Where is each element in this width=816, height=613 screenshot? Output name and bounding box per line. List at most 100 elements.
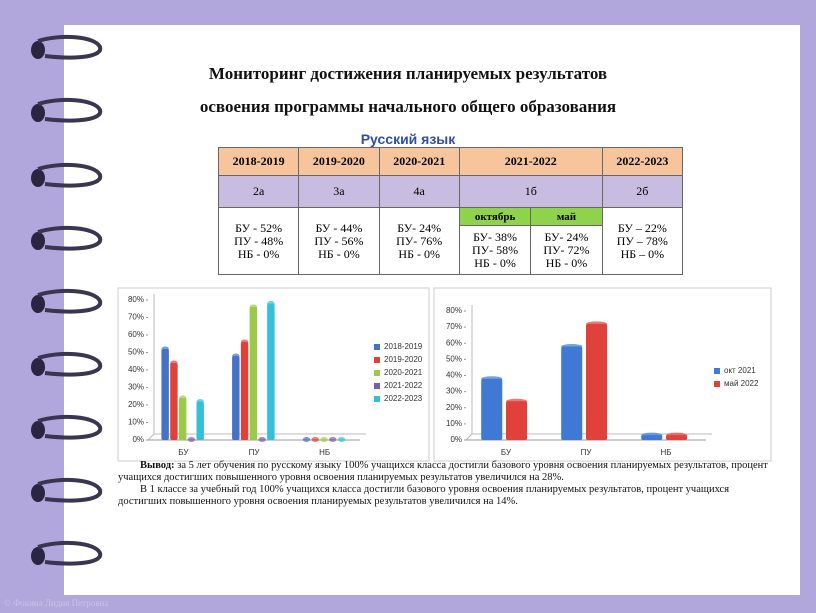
y-tick-label: 10% (128, 418, 144, 427)
bar (561, 343, 583, 440)
conclusion: Вывод: за 5 лет обучения по русскому язы… (118, 460, 780, 508)
ring-hole (31, 358, 45, 376)
bar (337, 437, 346, 442)
ring (37, 97, 103, 123)
class-cell: 4а (378, 175, 460, 208)
result-line: НБ - 0% (398, 246, 440, 261)
result-cell: БУ - 44% ПУ - 56% НБ - 0% (298, 207, 380, 275)
result-cell: БУ- 24% ПУ- 72% НБ - 0% (530, 225, 603, 275)
bar-top (178, 395, 187, 401)
bar-top (666, 432, 688, 438)
bar-top (170, 360, 178, 366)
ring-hole (31, 232, 45, 250)
legend-label: 2020-2021 (384, 368, 423, 377)
result-line: ПУ - 56% (314, 233, 364, 248)
results-table: 2018-2019 2019-2020 2020-2021 2021-2022 2022… (217, 147, 684, 275)
y-tick-label: 50% (446, 354, 462, 363)
ring (37, 478, 103, 503)
axis-wall (147, 294, 366, 441)
header-cell: 2018-2019 (217, 147, 300, 176)
ring (37, 163, 103, 188)
result-line: БУ- 24% (544, 229, 589, 244)
y-tick-label: 60% (128, 330, 144, 339)
spiral-rings (31, 35, 103, 566)
header-cell: 2020-2021 (378, 147, 460, 176)
bar-body (178, 398, 187, 440)
result-line: НБ - 0% (237, 246, 280, 261)
bar-top (481, 376, 503, 382)
class-cell: 1б (458, 175, 603, 208)
bar-top (267, 301, 275, 306)
result-line: ПУ- 58% (471, 242, 519, 257)
class-cell: 2б (601, 175, 684, 208)
ring (37, 541, 103, 566)
ring (37, 289, 103, 314)
bar-top (311, 437, 319, 442)
bar-top (240, 339, 249, 345)
class-cell: 3а (298, 175, 380, 208)
x-tick-label: НБ (319, 448, 330, 457)
legend-label: 2018-2019 (384, 342, 423, 351)
legend-swatch (374, 383, 380, 389)
footer: © Фокина Лидия Петровна (4, 598, 109, 608)
y-tick-label: 40% (128, 365, 144, 374)
x-tick-label: БУ (178, 448, 189, 457)
bar-top (302, 437, 311, 442)
title-line: освоения программы начального общего обр… (199, 97, 617, 116)
bar-top (232, 353, 240, 359)
result-line: ПУ – 78% (616, 233, 668, 248)
y-tick-label: 30% (128, 383, 144, 392)
y-tick-label: 70% (446, 322, 462, 331)
bar-body (196, 401, 204, 440)
legend-label: май 2022 (724, 379, 759, 388)
legend-swatch (374, 357, 380, 363)
result-line: БУ- 24% (397, 220, 442, 235)
x-tick-label: БУ (501, 448, 512, 457)
ring-hole (31, 169, 45, 187)
bar (161, 346, 169, 440)
legend-swatch (374, 344, 380, 350)
bar-top (337, 437, 346, 442)
bar-top (249, 304, 258, 310)
result-line: НБ – 0% (620, 246, 665, 261)
bar (258, 437, 266, 442)
ring-hole (31, 484, 45, 502)
legend-label: 2019-2020 (384, 355, 423, 364)
legend-label: 2021-2022 (384, 381, 423, 390)
bar-top (641, 432, 663, 438)
y-tick-label: 70% (128, 313, 144, 322)
bar (196, 399, 204, 440)
sub-cell: май (530, 207, 603, 226)
bar (267, 301, 275, 440)
bar-body (240, 342, 249, 440)
header-cell: 2019-2020 (298, 147, 380, 176)
subject: Русский язык (360, 131, 456, 147)
bar (586, 321, 608, 440)
result-line: ПУ - 48% (234, 233, 284, 248)
ring (37, 225, 103, 251)
bar-body (506, 401, 528, 440)
y-tick-label: 80% (446, 306, 462, 315)
result-line: ПУ- 72% (543, 242, 590, 257)
bar-body (481, 378, 503, 440)
ring (37, 415, 103, 440)
result-cell: БУ - 52% ПУ - 48% НБ - 0% (217, 207, 300, 275)
y-tick-label: 40% (446, 371, 462, 380)
bar-top (196, 399, 204, 404)
bar (302, 437, 311, 442)
result-line: ПУ- 76% (396, 233, 443, 248)
y-tick-label: 10% (446, 419, 462, 428)
header-cell: 2022-2023 (601, 147, 684, 176)
ring-hole (31, 41, 45, 59)
y-tick-label: 50% (128, 348, 144, 357)
legend-label: окт 2021 (724, 366, 756, 375)
y-tick-label: 0% (132, 435, 144, 444)
bar-top (161, 346, 169, 352)
bar-top (505, 398, 528, 404)
sub-cell: октябрь (458, 207, 532, 226)
bar (240, 339, 249, 440)
result-line: БУ – 22% (617, 220, 667, 235)
class-cell: 2а (217, 175, 300, 208)
bar (320, 437, 328, 442)
